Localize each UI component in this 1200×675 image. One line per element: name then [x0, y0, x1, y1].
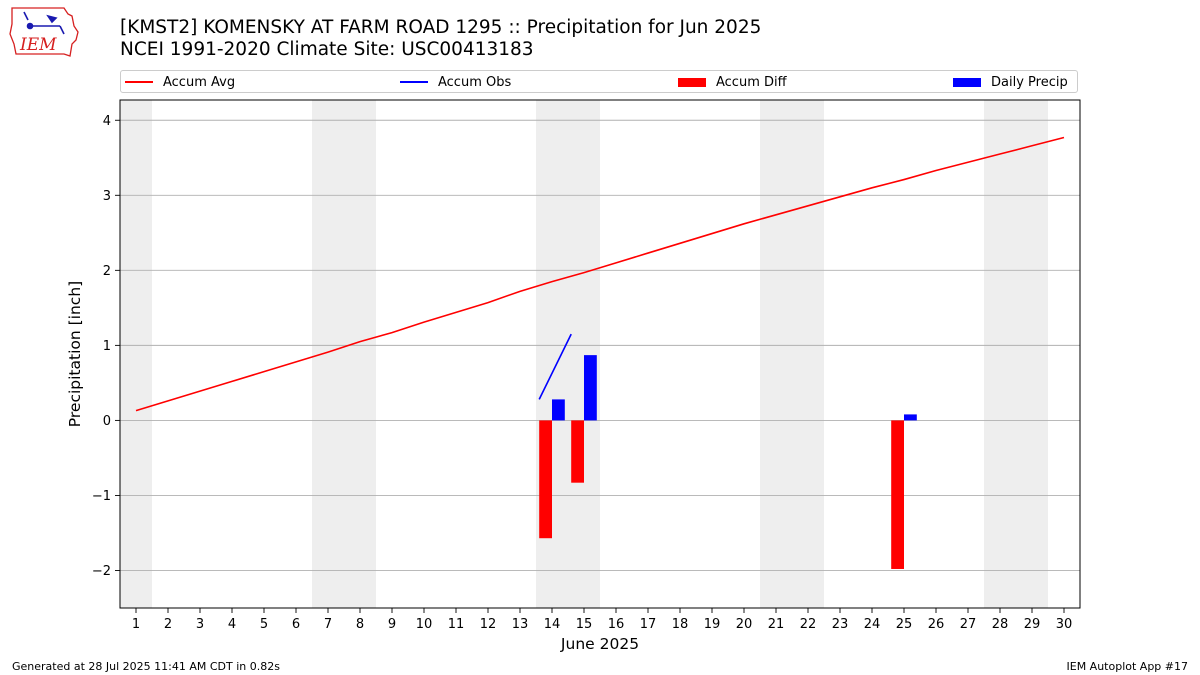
x-tick-label: 11 — [448, 617, 465, 632]
app-credit: IEM Autoplot App #17 — [1066, 660, 1189, 673]
chart-subtitle: NCEI 1991-2020 Climate Site: USC00413183 — [120, 39, 534, 60]
x-tick-label: 20 — [736, 617, 753, 632]
daily-precip-bar — [904, 414, 917, 421]
plot-frame — [119, 99, 1081, 609]
y-axis-label: Precipitation [inch] — [66, 281, 84, 427]
legend-item-accum-obs: Accum Obs — [400, 73, 511, 91]
accum-obs-line — [538, 333, 572, 400]
accum-diff-bar — [891, 420, 904, 569]
legend-swatch — [125, 81, 153, 83]
y-tick-label: 4 — [103, 114, 111, 129]
legend-label: Daily Precip — [991, 74, 1068, 90]
chart-title: [KMST2] KOMENSKY AT FARM ROAD 1295 :: Pr… — [120, 17, 762, 38]
x-tick-label: 30 — [1056, 617, 1073, 632]
x-tick-label: 2 — [164, 617, 172, 632]
accum-diff-bar — [539, 420, 552, 539]
legend-label: Accum Avg — [163, 74, 236, 90]
generated-timestamp: Generated at 28 Jul 2025 11:41 AM CDT in… — [12, 660, 280, 673]
x-tick-label: 12 — [480, 617, 497, 632]
y-tick-label: −2 — [92, 564, 111, 579]
accum-diff-bar — [571, 420, 584, 483]
x-tick-label: 16 — [608, 617, 625, 632]
x-tick-label: 8 — [356, 617, 364, 632]
x-tick-label: 19 — [704, 617, 721, 632]
x-tick-label: 27 — [960, 617, 977, 632]
legend: Accum Avg Accum Obs Accum Diff Daily Pre… — [120, 70, 1078, 93]
x-tick-label: 21 — [768, 617, 785, 632]
x-tick-label: 17 — [640, 617, 657, 632]
x-tick-label: 10 — [416, 617, 433, 632]
y-tick-label: 0 — [103, 414, 111, 429]
x-tick-label: 22 — [800, 617, 817, 632]
x-axis-label: June 2025 — [560, 635, 639, 653]
legend-item-accum-diff: Accum Diff — [678, 73, 787, 91]
x-tick-label: 18 — [672, 617, 689, 632]
x-tick-label: 13 — [512, 617, 529, 632]
y-tick-label: 1 — [103, 339, 111, 354]
weekend-band — [760, 100, 824, 608]
x-tick-label: 26 — [928, 617, 945, 632]
y-tick-label: 3 — [103, 189, 111, 204]
daily-precip-bar — [584, 355, 597, 421]
iem-logo: IEM — [9, 7, 79, 57]
x-tick-label: 25 — [896, 617, 913, 632]
legend-swatch — [400, 81, 428, 83]
legend-swatch — [678, 77, 706, 87]
x-tick-label: 6 — [292, 617, 300, 632]
y-tick-label: −1 — [92, 489, 111, 504]
x-tick-label: 15 — [576, 617, 593, 632]
logo-text: IEM — [19, 35, 57, 55]
legend-item-accum-avg: Accum Avg — [125, 73, 235, 91]
x-tick-label: 4 — [228, 617, 236, 632]
legend-item-daily-precip: Daily Precip — [953, 73, 1068, 91]
accum-avg-line — [135, 136, 1065, 412]
legend-swatch — [953, 77, 981, 87]
x-tick-label: 23 — [832, 617, 849, 632]
legend-label: Accum Diff — [716, 74, 787, 90]
x-tick-label: 29 — [1024, 617, 1041, 632]
y-tick-label: 2 — [103, 264, 111, 279]
weekend-band — [120, 100, 152, 608]
x-tick-label: 5 — [260, 617, 268, 632]
weekend-band — [984, 100, 1048, 608]
daily-precip-bar — [552, 399, 565, 421]
x-tick-label: 14 — [544, 617, 561, 632]
x-tick-label: 9 — [388, 617, 396, 632]
x-tick-label: 3 — [196, 617, 204, 632]
x-tick-label: 24 — [864, 617, 881, 632]
x-tick-label: 1 — [132, 617, 140, 632]
legend-label: Accum Obs — [438, 74, 512, 90]
x-tick-label: 7 — [324, 617, 332, 632]
x-tick-label: 28 — [992, 617, 1009, 632]
